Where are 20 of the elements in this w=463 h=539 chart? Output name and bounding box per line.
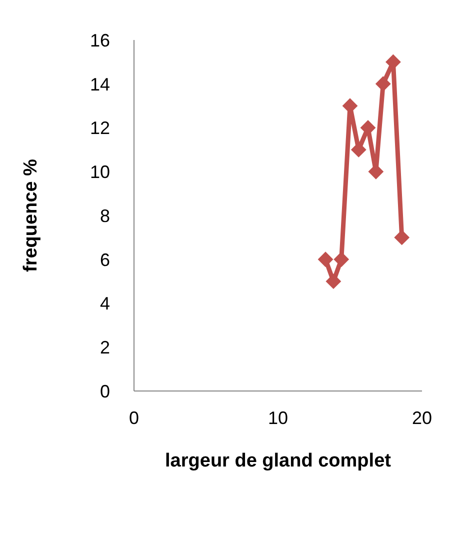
y-axis-title: frequence %: [20, 158, 42, 272]
y-tick-label: 6: [100, 250, 110, 270]
x-tick-label: 0: [128, 408, 140, 428]
point: [376, 76, 391, 92]
point: [334, 252, 349, 267]
x-axis-title: largeur de gland complet: [165, 450, 392, 472]
point: [394, 230, 410, 245]
y-tick-label: 16: [90, 30, 110, 50]
x-tick-label: 20: [412, 408, 432, 428]
y-tick-label: 12: [90, 118, 110, 138]
y-tick-label: 4: [100, 294, 110, 314]
point: [318, 252, 334, 267]
y-tick-label: 8: [100, 206, 110, 226]
y-tick-label: 0: [100, 381, 110, 402]
y-tick-label: 10: [90, 162, 110, 182]
point: [386, 54, 401, 70]
y-tick-label: 14: [90, 74, 110, 94]
point: [326, 274, 341, 289]
x-tick-label: 10: [268, 408, 288, 428]
y-tick-label: 2: [100, 338, 110, 358]
